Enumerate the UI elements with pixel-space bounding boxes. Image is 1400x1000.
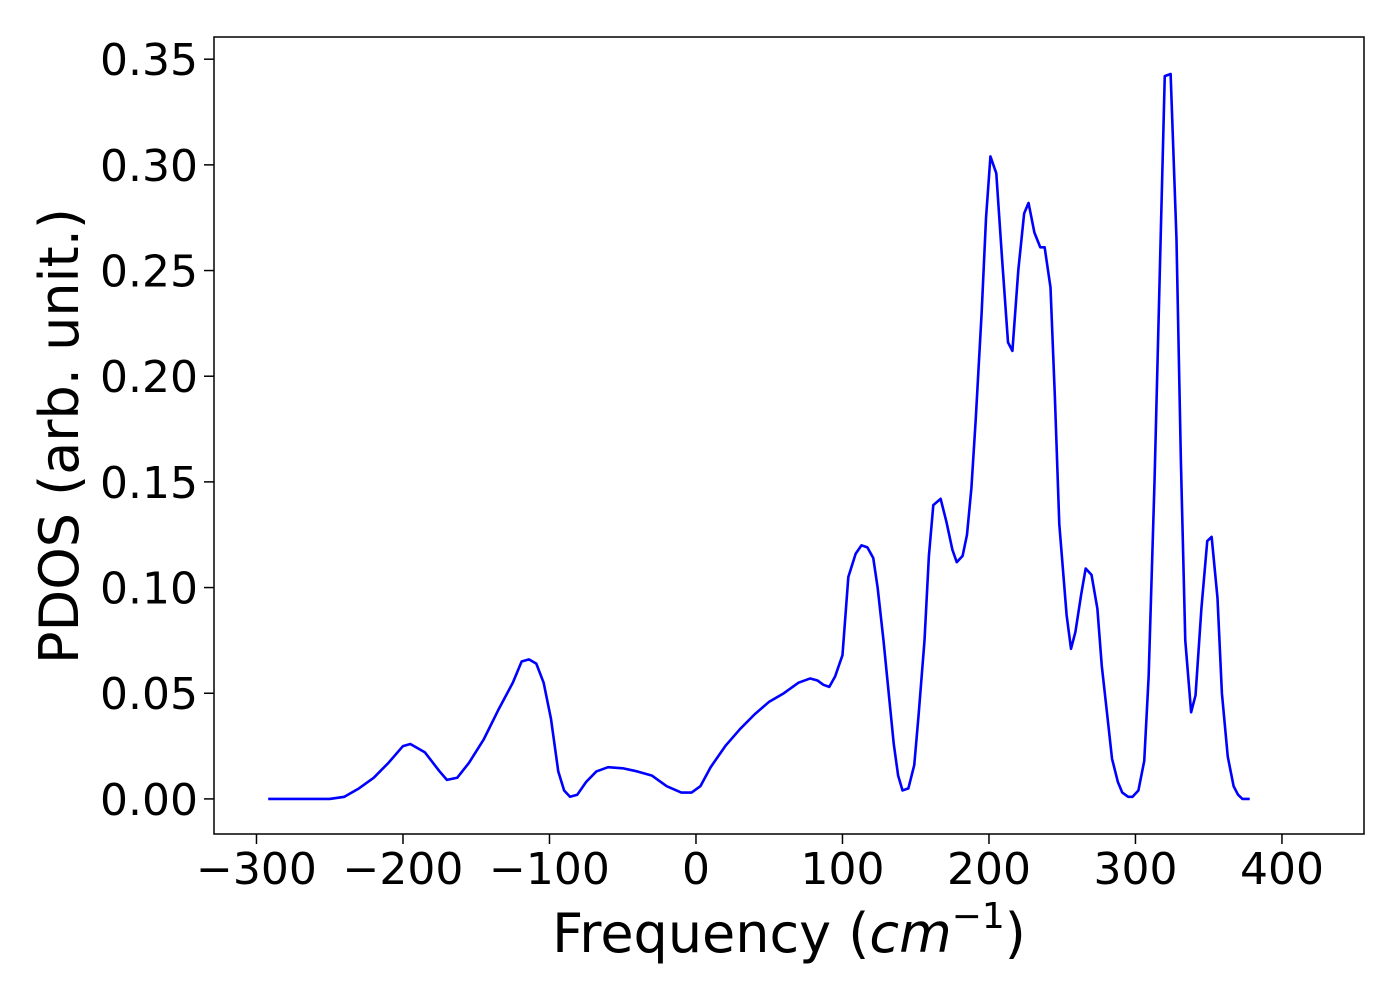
x-tick-label: −100 (489, 844, 610, 895)
x-tick-label: 0 (682, 844, 710, 895)
data-line (268, 72, 1250, 801)
x-tick-label: 200 (947, 844, 1031, 895)
y-axis-label: PDOS (arb. unit.) (28, 208, 91, 664)
y-tick-label: 0.00 (100, 775, 198, 826)
x-tick-label: 100 (800, 844, 884, 895)
plot-frame (213, 36, 1365, 835)
x-tick-label: 300 (1093, 844, 1177, 895)
x-label-math: cm (869, 902, 951, 965)
y-tick-label: 0.10 (100, 564, 198, 615)
x-label-text: Frequency ( (552, 902, 869, 965)
y-tick-label: 0.05 (100, 669, 198, 720)
y-tick-label: 0.15 (100, 458, 198, 509)
x-label-close: ) (1005, 902, 1026, 965)
x-label-sup: −1 (952, 896, 1005, 937)
x-axis-label: Frequency (cm−1) (552, 896, 1026, 965)
x-tick-label: 400 (1240, 844, 1324, 895)
y-tick-label: 0.30 (100, 141, 198, 192)
y-tick-label: 0.35 (100, 35, 198, 86)
x-tick-label: −300 (196, 844, 317, 895)
y-tick-label: 0.25 (100, 247, 198, 298)
y-tick-label: 0.20 (100, 352, 198, 403)
x-tick-label: −200 (343, 844, 464, 895)
